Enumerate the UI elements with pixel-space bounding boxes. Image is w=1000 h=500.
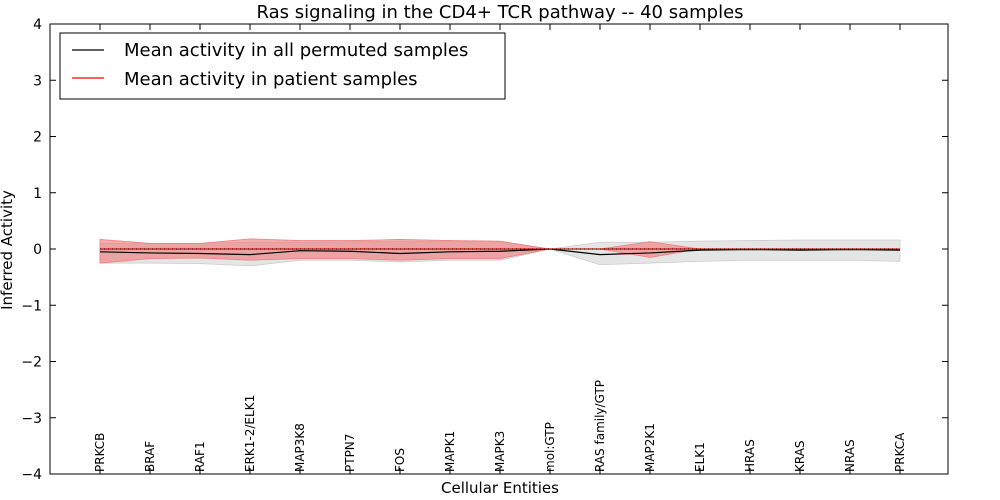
y-tick-label: −2 — [21, 355, 42, 371]
x-tick-label: PTPN7 — [343, 434, 357, 472]
y-tick-label: −1 — [21, 298, 42, 314]
x-tick-label: RAS family/GTP — [593, 380, 607, 472]
x-tick-label: HRAS — [743, 439, 757, 472]
y-tick-label: 0 — [33, 242, 42, 258]
x-axis: PRKCB BRAF RAF1 ERK1-2/ELK1 MAP3K8 PTPN7 FOS MA… — [93, 24, 907, 474]
x-tick-label: NRAS — [843, 439, 857, 472]
y-tick-label: 2 — [33, 130, 42, 146]
line-series-0 — [99, 248, 901, 256]
x-tick-label: ERK1-2/ELK1 — [243, 395, 257, 472]
x-tick-label: PRKCA — [893, 432, 907, 472]
confidence-bands — [99, 238, 901, 267]
x-tick-label: ELK1 — [693, 442, 707, 472]
x-tick-label: PRKCB — [93, 433, 107, 472]
legend-box — [59, 32, 506, 100]
y-axis: 4 3 2 1 0 −1 −2 −3 −4 — [21, 17, 948, 483]
y-axis-label: Inferred Activity — [0, 190, 16, 310]
x-tick-label: MAPK3 — [493, 431, 507, 472]
x-tick-label: RAF1 — [193, 441, 207, 472]
x-tick-label: BRAF — [143, 441, 157, 472]
x-tick-label: MAP2K1 — [643, 423, 657, 472]
x-tick-label: MAP3K8 — [293, 423, 307, 472]
y-tick-label: −4 — [21, 467, 42, 483]
x-axis-label: Cellular Entities — [441, 479, 559, 497]
y-tick-label: 4 — [33, 17, 42, 33]
y-tick-label: 1 — [33, 186, 42, 202]
x-tick-label: KRAS — [793, 440, 807, 472]
x-tick-label: mol:GTP — [543, 422, 557, 472]
series-lines — [99, 248, 901, 256]
legend: Mean activity in all permuted samples Me… — [59, 32, 506, 100]
legend-label-permuted: Mean activity in all permuted samples — [124, 40, 468, 61]
legend-label-patient: Mean activity in patient samples — [124, 69, 418, 90]
x-tick-label: MAPK1 — [443, 431, 457, 472]
y-tick-label: 3 — [33, 73, 42, 89]
y-tick-label: −3 — [21, 411, 42, 427]
x-tick-label: FOS — [393, 448, 407, 472]
chart-title: Ras signaling in the CD4+ TCR pathway --… — [256, 2, 743, 23]
